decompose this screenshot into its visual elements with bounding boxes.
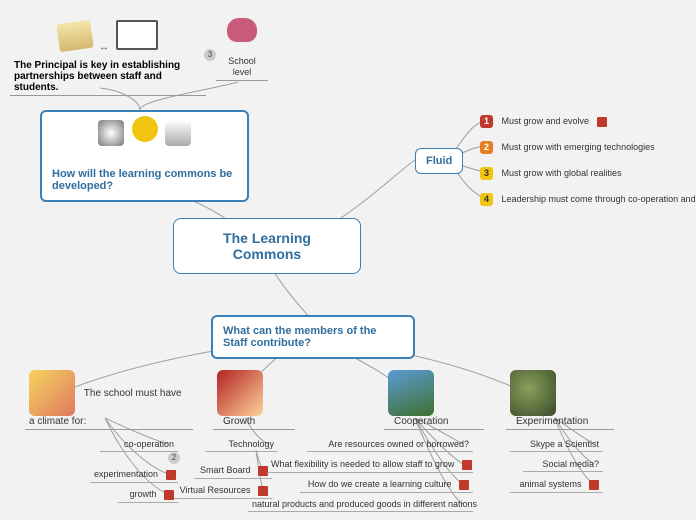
experimentation-branch[interactable]: Experimentation (506, 370, 614, 430)
growth-label: Growth (223, 416, 255, 427)
climate-sub-1-count: 2 (168, 452, 180, 464)
coop-sub-2-label: What flexibility is needed to allow staf… (271, 459, 454, 469)
central-topic-label: The Learning Commons (223, 230, 311, 262)
exp-sub-1[interactable]: Skype a Scientist (510, 438, 603, 452)
flag-icon (589, 480, 599, 490)
coop-sub-2[interactable]: What flexibility is needed to allow staf… (267, 458, 473, 473)
principal-illustration: ↔ (14, 20, 202, 60)
fluid-item-4[interactable]: 4 Leadership must come through co-operat… (480, 193, 696, 206)
number-badge-1: 1 (480, 115, 493, 128)
exp-sub-1-label: Skype a Scientist (530, 439, 599, 449)
principal-label: The Principal is key in establishing par… (14, 60, 202, 93)
staff-question-box[interactable]: What can the members of the Staff contri… (211, 315, 415, 359)
climate-icon (29, 370, 75, 416)
climate-sub-2-label: experimentation (94, 469, 158, 479)
fluid-item-2[interactable]: 2 Must grow with emerging technologies (480, 141, 655, 154)
principal-node[interactable]: ↔ The Principal is key in establishing p… (10, 20, 206, 96)
fluid-item-1-label: Must grow and evolve (502, 116, 590, 126)
coop-sub-3-label: How do we create a learning culture (308, 479, 452, 489)
tech-sub-2-label: Virtual Resources (180, 485, 251, 495)
fluid-label: Fluid (426, 155, 452, 167)
flag-icon (462, 460, 472, 470)
experimentation-label: Experimentation (516, 416, 588, 427)
fluid-item-3-label: Must grow with global realities (502, 168, 622, 178)
flag-icon (164, 490, 174, 500)
dev-question-box[interactable]: How will the learning commons be develop… (40, 110, 249, 202)
coop-sub-3[interactable]: How do we create a learning culture (300, 478, 473, 493)
climate-sub-2[interactable]: experimentation (90, 468, 178, 483)
coop-sub-1[interactable]: Are resources owned or borrowed? (307, 438, 473, 452)
school-level-node[interactable]: School level (216, 18, 268, 81)
school-level-label: School level (228, 56, 256, 77)
coop-sub-1-label: Are resources owned or borrowed? (328, 439, 469, 449)
flag-icon (166, 470, 176, 480)
climate-sub-1-label: co-operation (124, 439, 174, 449)
tech-sub-2[interactable]: Virtual Resources (174, 484, 272, 499)
fluid-item-1[interactable]: 1 Must grow and evolve (480, 115, 607, 128)
dev-question-label: How will the learning commons be develop… (52, 168, 232, 192)
number-badge-4: 4 (480, 193, 493, 206)
tech-sub-1[interactable]: Smart Board (194, 464, 272, 479)
fluid-node[interactable]: Fluid (415, 148, 463, 174)
staff-question-label: What can the members of the Staff contri… (223, 325, 376, 349)
growth-branch[interactable]: Growth (213, 370, 295, 430)
number-badge-2: 2 (480, 141, 493, 154)
coop-sub-4[interactable]: natural products and produced goods in d… (248, 498, 473, 512)
cooperation-icon (388, 370, 434, 416)
fluid-item-3[interactable]: 3 Must grow with global realities (480, 167, 622, 180)
cooperation-branch[interactable]: Cooperation (384, 370, 484, 430)
exp-sub-2[interactable]: Social media? (523, 458, 603, 472)
number-badge-3: 3 (480, 167, 493, 180)
exp-sub-3-label: animal systems (519, 479, 581, 489)
exp-sub-2-label: Social media? (542, 459, 599, 469)
dev-illustration (52, 120, 237, 168)
brain-illustration (220, 18, 264, 56)
flag-icon (459, 480, 469, 490)
cooperation-label: Cooperation (394, 416, 448, 427)
technology-node[interactable]: Technology (205, 438, 278, 452)
principal-count: 3 (204, 49, 216, 61)
flag-icon (258, 486, 268, 496)
coop-sub-4-label: natural products and produced goods in d… (252, 499, 477, 509)
climate-sub-3[interactable]: growth (118, 488, 178, 503)
tech-sub-1-label: Smart Board (200, 465, 251, 475)
fluid-item-2-label: Must grow with emerging technologies (502, 142, 655, 152)
fluid-item-4-label: Leadership must come through co-operatio… (502, 194, 696, 204)
climate-sub-1[interactable]: co-operation (100, 438, 178, 452)
technology-label: Technology (228, 439, 274, 449)
climate-branch[interactable]: The school must have a climate for: (25, 370, 193, 430)
exp-sub-3[interactable]: animal systems (510, 478, 603, 493)
growth-icon (217, 370, 263, 416)
central-topic[interactable]: The Learning Commons (173, 218, 361, 274)
flag-icon (597, 117, 607, 127)
climate-sub-3-label: growth (129, 489, 156, 499)
experimentation-icon (510, 370, 556, 416)
